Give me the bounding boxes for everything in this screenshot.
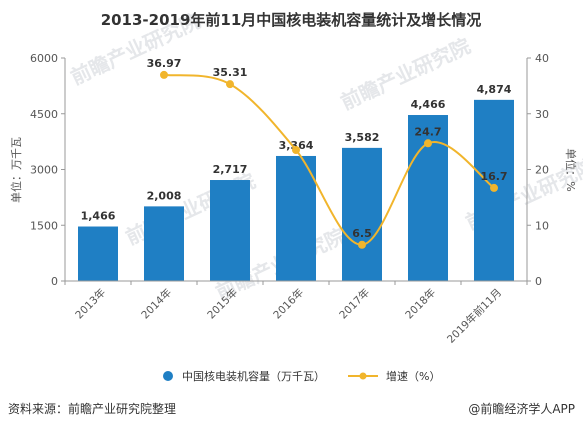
growth-point: [292, 145, 300, 154]
x-tick-label: 2016年: [271, 286, 307, 322]
bar-value-label: 3,582: [345, 131, 380, 144]
x-tick-label: 2018年: [403, 286, 439, 322]
right-tick-label: 40: [535, 52, 549, 65]
left-tick-label: 6000: [30, 52, 58, 65]
bar-value-label: 3,364: [279, 139, 314, 152]
bar: [78, 226, 118, 281]
footer-source: 资料来源：前瞻产业研究院整理: [8, 401, 176, 416]
line-series: 36.97 35.31 6.5 24.7 16.7: [147, 57, 508, 249]
right-axis-label: 单位：%: [564, 148, 578, 191]
legend-line-marker: [359, 372, 367, 380]
chart-title: 2013-2019年前11月中国核电装机容量统计及增长情况: [101, 11, 482, 29]
legend-line-label: 增速（%）: [386, 369, 440, 383]
left-tick-label: 1500: [30, 219, 58, 232]
bar: [210, 180, 250, 281]
x-tick-label: 2014年: [139, 286, 175, 322]
right-tick-label: 0: [535, 275, 542, 288]
right-tick-label: 20: [535, 164, 549, 177]
growth-point: [226, 80, 234, 89]
left-tick-label: 3000: [30, 164, 58, 177]
growth-point: [490, 183, 498, 192]
left-axis-label: 单位：万千瓦: [9, 137, 23, 203]
x-tick-label: 2013年: [73, 286, 109, 322]
legend-bar-label: 中国核电装机容量（万千瓦）: [182, 369, 325, 383]
footer-brand: @前瞻经济学人APP: [468, 401, 575, 416]
growth-value-label: 24.7: [414, 125, 441, 138]
growth-value-label: 16.7: [480, 170, 507, 183]
legend: 中国核电装机容量（万千瓦） 增速（%）: [163, 369, 440, 383]
left-tick-label: 0: [51, 275, 58, 288]
bar: [342, 147, 382, 281]
x-tick-label: 2017年: [337, 286, 373, 322]
right-axis: 0 10 20 30 40: [526, 52, 549, 288]
bar: [276, 155, 316, 281]
bar-series: 1,466 2,008 2,717 3,364 3,582 4,466 4,874: [78, 83, 514, 281]
bar: [144, 206, 184, 281]
bar-value-label: 4,874: [477, 83, 512, 96]
left-axis: 0 1500 3000 4500 6000: [30, 52, 66, 288]
x-tick-label: 2019年前11月: [444, 286, 504, 346]
growth-point: [424, 139, 432, 148]
bar-value-label: 4,466: [411, 98, 446, 111]
bar-value-label: 2,008: [147, 189, 182, 202]
x-axis: 2013年 2014年 2015年 2016年 2017年 2018年 2019年前11月: [64, 280, 528, 346]
right-tick-label: 10: [535, 219, 549, 232]
bar-value-label: 1,466: [81, 210, 116, 223]
growth-point: [160, 70, 168, 79]
growth-value-label: 36.97: [147, 57, 182, 70]
growth-point: [358, 240, 366, 249]
watermark-1: 前瞻产业研究院: [337, 34, 474, 115]
right-tick-label: 30: [535, 108, 549, 121]
legend-bar-swatch: [163, 371, 173, 381]
growth-value-label: 6.5: [352, 227, 372, 240]
bar-value-label: 2,717: [213, 163, 248, 176]
left-tick-label: 4500: [30, 108, 58, 121]
growth-value-label: 35.31: [213, 66, 248, 79]
